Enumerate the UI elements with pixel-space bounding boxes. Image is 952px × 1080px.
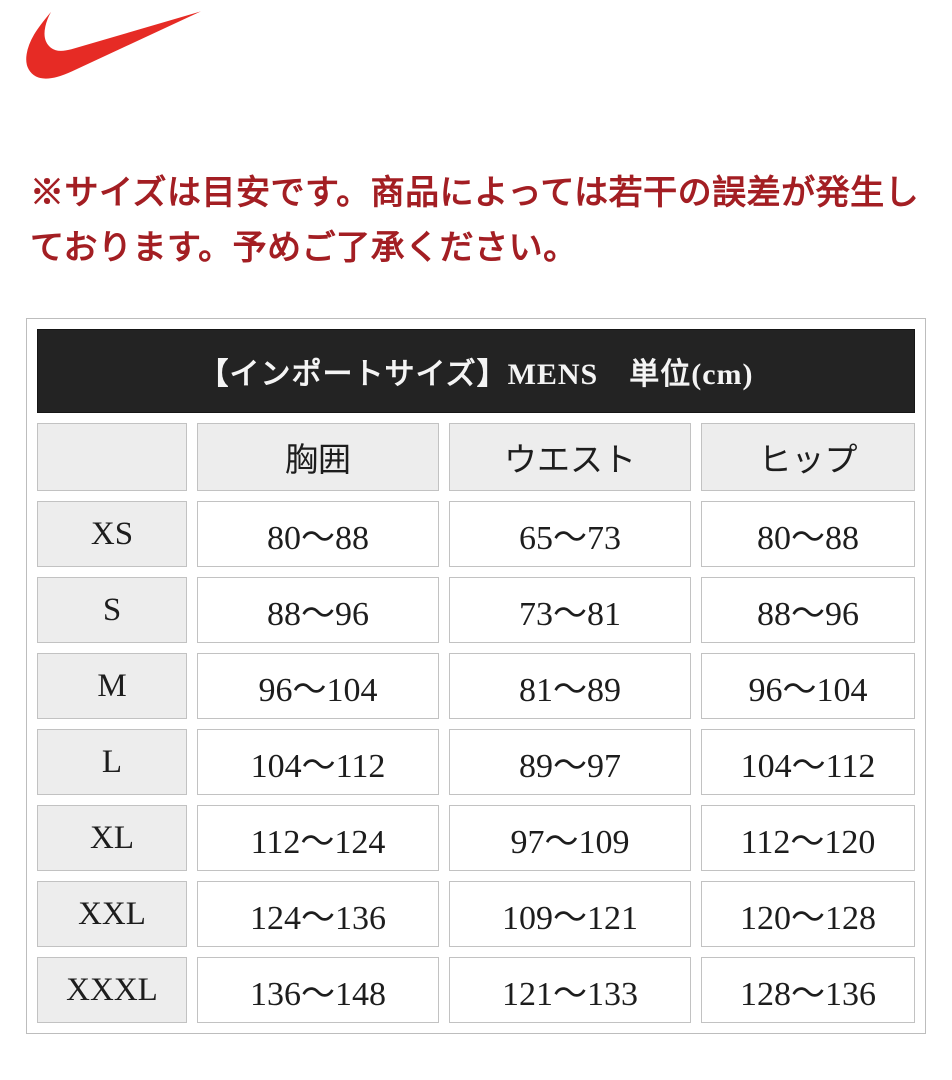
waist-value: 121〜133 [449,957,691,1023]
waist-value: 89〜97 [449,729,691,795]
hip-value: 128〜136 [701,957,915,1023]
column-header-row: 胸囲 ウエスト ヒップ [37,423,915,491]
size-label: XXL [37,881,187,947]
disclaimer-line-2: ております。予めご了承ください。 [30,230,578,268]
chest-value: 124〜136 [197,881,439,947]
size-label: M [37,653,187,719]
size-chart-container: 【インポートサイズ】MENS 単位(cm) 胸囲 ウエスト ヒップ XS 80〜… [26,318,926,1034]
size-disclaimer-text: ※サイズは目安です。商品によっては若干の誤差が発生し ております。予めご了承くだ… [30,166,925,276]
chest-value: 96〜104 [197,653,439,719]
table-row: M 96〜104 81〜89 96〜104 [37,653,915,719]
table-row: L 104〜112 89〜97 104〜112 [37,729,915,795]
table-row: XXXL 136〜148 121〜133 128〜136 [37,957,915,1023]
corner-cell [37,423,187,491]
table-title: 【インポートサイズ】MENS 単位(cm) [37,329,915,413]
size-label: S [37,577,187,643]
waist-value: 109〜121 [449,881,691,947]
table-row: S 88〜96 73〜81 88〜96 [37,577,915,643]
disclaimer-line-1: ※サイズは目安です。商品によっては若干の誤差が発生し [30,175,920,212]
nike-swoosh-icon [26,11,201,79]
waist-value: 73〜81 [449,577,691,643]
waist-value: 81〜89 [449,653,691,719]
hip-value: 120〜128 [701,881,915,947]
chest-value: 88〜96 [197,577,439,643]
chest-value: 112〜124 [197,805,439,871]
column-header-chest: 胸囲 [197,423,439,491]
size-label: XS [37,501,187,567]
hip-value: 88〜96 [701,577,915,643]
hip-value: 80〜88 [701,501,915,567]
size-label: XXXL [37,957,187,1023]
waist-value: 65〜73 [449,501,691,567]
chest-value: 136〜148 [197,957,439,1023]
size-label: XL [37,805,187,871]
chest-value: 80〜88 [197,501,439,567]
table-row: XL 112〜124 97〜109 112〜120 [37,805,915,871]
table-row: XXL 124〜136 109〜121 120〜128 [37,881,915,947]
table-row: XS 80〜88 65〜73 80〜88 [37,501,915,567]
nike-swoosh-logo [25,10,202,80]
column-header-waist: ウエスト [449,423,691,491]
column-header-hip: ヒップ [701,423,915,491]
hip-value: 112〜120 [701,805,915,871]
size-label: L [37,729,187,795]
chest-value: 104〜112 [197,729,439,795]
table-title-row: 【インポートサイズ】MENS 単位(cm) [37,329,915,413]
hip-value: 104〜112 [701,729,915,795]
waist-value: 97〜109 [449,805,691,871]
size-chart-table: 【インポートサイズ】MENS 単位(cm) 胸囲 ウエスト ヒップ XS 80〜… [26,318,926,1034]
hip-value: 96〜104 [701,653,915,719]
